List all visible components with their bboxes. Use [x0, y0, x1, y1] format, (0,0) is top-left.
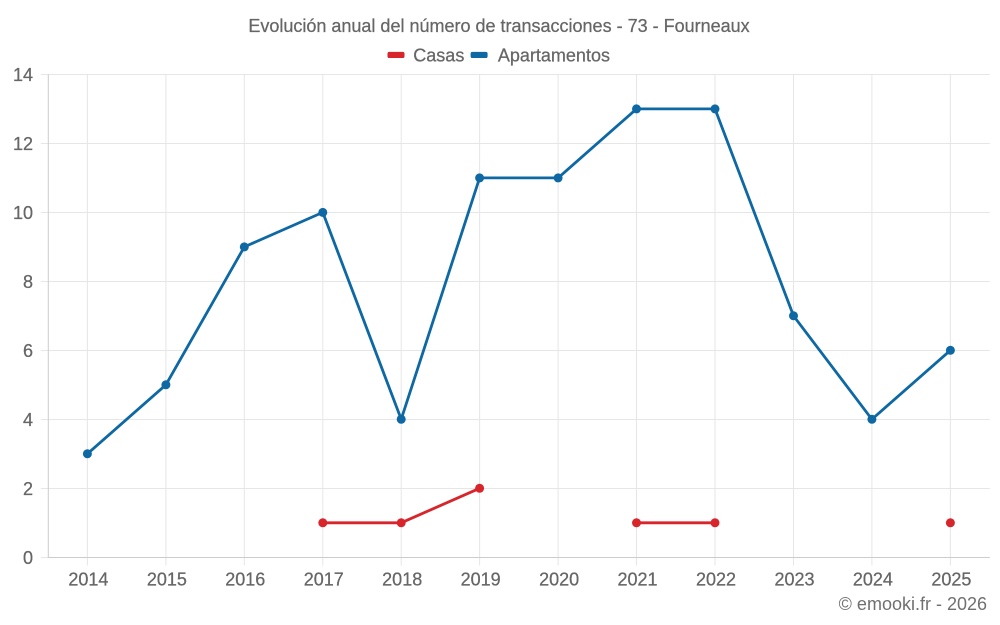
svg-text:2025: 2025: [931, 570, 971, 590]
svg-text:2022: 2022: [696, 570, 736, 590]
svg-text:2024: 2024: [853, 570, 893, 590]
svg-text:Apartamentos: Apartamentos: [498, 46, 610, 66]
svg-text:Evolución anual del número de: Evolución anual del número de transaccio…: [248, 16, 749, 36]
svg-text:2019: 2019: [461, 570, 501, 590]
svg-text:6: 6: [23, 341, 33, 361]
svg-text:2020: 2020: [539, 570, 579, 590]
svg-text:0: 0: [23, 548, 33, 568]
svg-text:2: 2: [23, 479, 33, 499]
svg-text:Casas: Casas: [413, 46, 464, 66]
svg-text:2023: 2023: [774, 570, 814, 590]
svg-text:14: 14: [13, 65, 33, 85]
svg-text:2021: 2021: [617, 570, 657, 590]
svg-text:© emooki.fr - 2026: © emooki.fr - 2026: [839, 594, 987, 614]
svg-text:2016: 2016: [225, 570, 265, 590]
svg-text:10: 10: [13, 203, 33, 223]
svg-text:8: 8: [23, 272, 33, 292]
svg-text:2014: 2014: [68, 570, 108, 590]
svg-text:2017: 2017: [304, 570, 344, 590]
svg-text:12: 12: [13, 134, 33, 154]
svg-text:2015: 2015: [147, 570, 187, 590]
svg-text:4: 4: [23, 410, 33, 430]
svg-text:2018: 2018: [382, 570, 422, 590]
